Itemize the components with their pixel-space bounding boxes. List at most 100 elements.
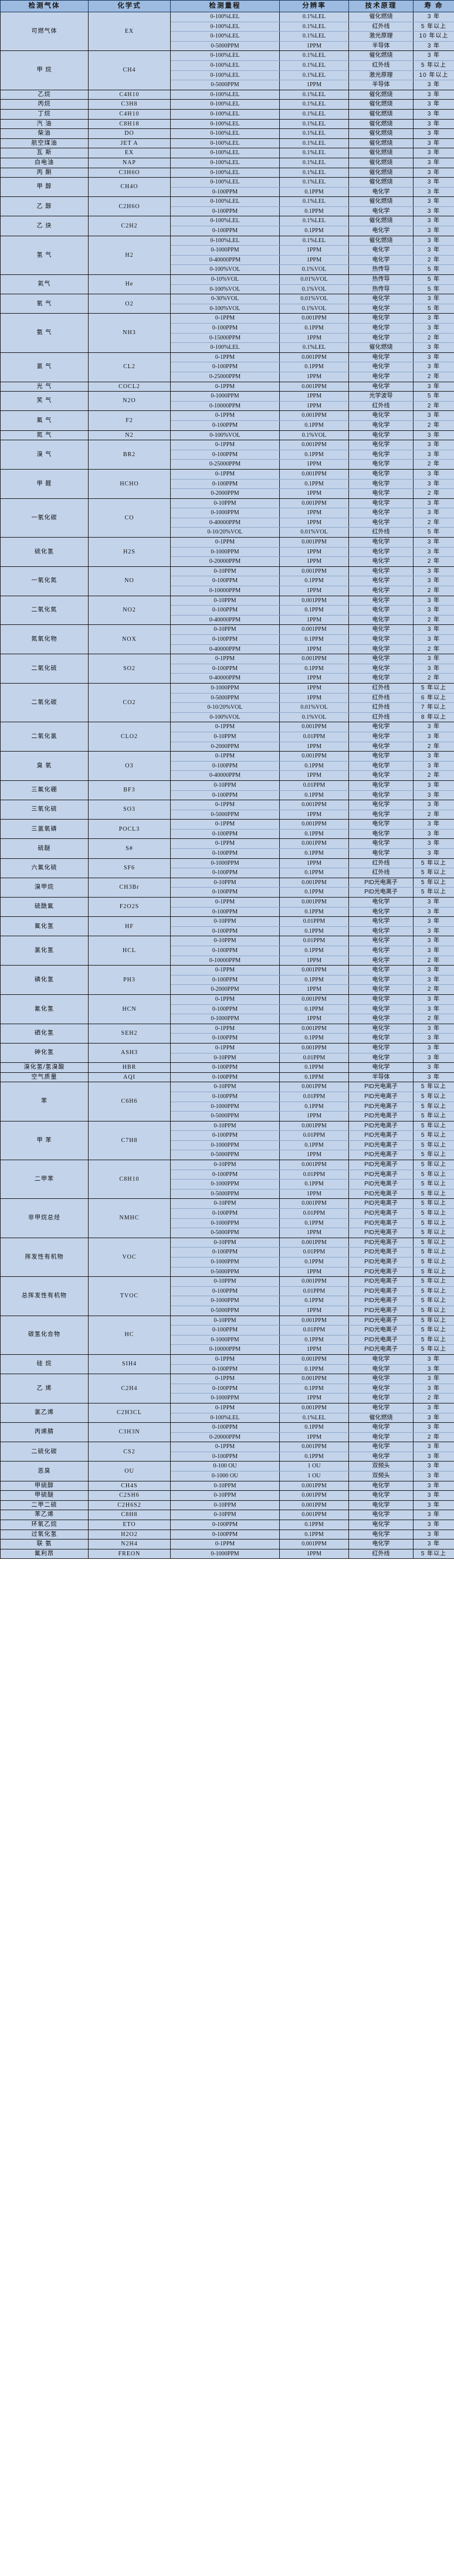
table-row: 0-10000PPM 1PPM PID光电离子 5 年以上 (1, 1344, 454, 1355)
lifespan-cell: 2 年 (413, 955, 454, 966)
resolution-cell: 0.1%LEL (279, 1412, 349, 1423)
gas-name-cell: 三氯氧磷 (0, 819, 89, 840)
range-cell: 0-40000PPM (170, 673, 280, 684)
resolution-cell: 0.001PPM (279, 1480, 349, 1491)
range-cell: 0-100PPM (170, 1529, 280, 1540)
range-cell: 0-1000PPM (170, 1218, 280, 1229)
technology-cell: 电化学 (348, 819, 414, 830)
technology-cell: PID光电离子 (348, 1198, 414, 1209)
resolution-cell: 0.1PPM (279, 848, 349, 859)
lifespan-cell: 3 年 (413, 546, 454, 558)
lifespan-cell: 5 年以上 (413, 1305, 454, 1316)
lifespan-cell: 5 年以上 (413, 887, 454, 898)
chemical-formula-cell: DO (88, 128, 171, 139)
table-row: 三氯氧磷 POCL3 0-1PPM 0.001PPM 电化学 3 年 (0, 819, 454, 840)
table-row: 0-20000PPM 1PPM 电化学 2 年 (1, 1432, 454, 1443)
technology-cell: 红外线 (348, 1548, 414, 1559)
lifespan-cell: 2 年 (413, 420, 454, 431)
range-cell: 0-100PPM (170, 1130, 280, 1141)
technology-cell: 催化燃烧 (348, 118, 414, 130)
chemical-formula-cell: C2H6S2 (88, 1500, 171, 1511)
lifespan-cell: 3 年 (413, 946, 454, 956)
resolution-cell: 0.001PPM (279, 1315, 349, 1326)
range-cell: 0-1000PPM (170, 1548, 280, 1559)
chemical-formula-cell: C2SH6 (88, 1490, 171, 1501)
table-row: 甲 苯 C7H8 0-10PPM 0.001PPM PID光电离子 5 年以上 (0, 1120, 454, 1161)
range-cell: 0-10PPM (170, 1490, 280, 1501)
resolution-cell: 0.01PPM (279, 936, 349, 946)
technology-cell: 电化学 (348, 1014, 414, 1024)
table-row: 乙烷 C4H10 0-100%LEL 0.1%LEL 催化燃烧 3 年 (0, 89, 454, 100)
range-cell: 0-1PPM (170, 1354, 280, 1365)
gas-name-cell: 氯乙烯 (0, 1402, 89, 1423)
range-cell: 0-40000PPM (170, 254, 280, 266)
technology-cell: 催化燃烧 (348, 89, 414, 100)
technology-cell: PID光电离子 (348, 1179, 414, 1190)
table-row: 0-1000PPM 0.1PPM PID光电离子 5 年以上 (1, 1296, 454, 1306)
lifespan-cell: 3 年 (413, 294, 454, 304)
technology-cell: PID光电离子 (348, 1218, 414, 1229)
range-cell: 0-100PPM (170, 576, 280, 587)
technology-cell: 电化学 (348, 624, 414, 635)
column-header-lifespan: 寿 命 (413, 0, 454, 12)
table-row: 瓦 斯 EX 0-100%LEL 0.1%LEL 催化燃烧 3 年 (0, 148, 454, 158)
gas-name-cell: 过氧化氢 (0, 1529, 89, 1540)
resolution-cell: 0.1%LEL (279, 12, 349, 22)
lifespan-cell: 3 年 (413, 128, 454, 139)
lifespan-cell: 3 年 (413, 1023, 454, 1034)
range-cell: 0-1PPM (170, 800, 280, 810)
lifespan-cell: 3 年 (413, 1072, 454, 1083)
table-row: 白电油 NAP 0-100%LEL 0.1%LEL 催化燃烧 3 年 (0, 157, 454, 168)
chemical-formula-cell: F2 (88, 410, 171, 431)
resolution-cell: 1PPM (279, 1111, 349, 1122)
lifespan-cell: 5 年以上 (413, 682, 454, 694)
range-cell: 0-1000PPM (170, 1179, 280, 1190)
table-row: 硫化氢 H2S 0-1PPM 0.001PPM 电化学 3 年 (0, 537, 454, 567)
chemical-formula-cell: F2O2S (88, 897, 171, 917)
technology-cell: 半导体 (348, 1072, 414, 1083)
resolution-cell: 0.1PPM (279, 790, 349, 801)
technology-cell: 电化学 (348, 605, 414, 616)
gas-name-cell: 硅 烷 (0, 1354, 89, 1375)
technology-cell: 电化学 (348, 1500, 414, 1511)
resolution-cell: 0.1PPM (279, 1334, 349, 1345)
resolution-cell: 0.001PPM (279, 352, 349, 363)
resolution-cell: 1PPM (279, 488, 349, 499)
table-row: 0-100%LEL 0.1%LEL 激光原理 10 年以上 (1, 31, 454, 42)
technology-cell: PID光电离子 (348, 1101, 414, 1112)
table-row: 0-100PPM 0.1PPM 电化学 3 年 (1, 906, 454, 917)
resolution-cell: 0.01PPM (279, 1325, 349, 1335)
range-cell: 0-100PPM (170, 605, 280, 616)
table-row: 0-100%LEL 0.1%LEL 红外线 5 年以上 (1, 60, 454, 71)
range-cell: 0-10PPM (170, 1082, 280, 1092)
table-row: 二氧化碳 CO2 0-1000PPM 1PPM 红外线 5 年以上 (0, 682, 454, 723)
table-body: 可燃气体 EX 0-100%LEL 0.1%LEL 催化燃烧 3 年 0-100%LEL 0.… (0, 11, 454, 1559)
technology-cell: 催化燃烧 (348, 167, 414, 178)
range-cell: 0-10PPM (170, 1237, 280, 1248)
resolution-cell: 0.001PPM (279, 566, 349, 577)
table-row: 0-1000PPM 0.1PPM PID光电离子 5 年以上 (1, 1101, 454, 1112)
lifespan-cell: 3 年 (413, 654, 454, 664)
column-header-formula: 化学式 (88, 0, 171, 12)
range-cell: 0-100%LEL (170, 31, 280, 42)
lifespan-cell: 3 年 (413, 1539, 454, 1549)
technology-cell: 电化学 (348, 1374, 414, 1384)
chemical-formula-cell: NH3 (88, 313, 171, 353)
technology-cell: 激光原理 (348, 31, 414, 42)
column-header-gas: 检测气体 (0, 0, 89, 12)
resolution-cell: 0.001PPM (279, 1023, 349, 1034)
range-cell: 0-1PPM (170, 994, 280, 1005)
gas-name-cell: 丙烷 (0, 99, 89, 110)
technology-cell: PID光电离子 (348, 887, 414, 898)
technology-cell: 半导体 (348, 80, 414, 90)
table-row: 苯乙烯 C8H8 0-10PPM 0.001PPM 电化学 3 年 (0, 1510, 454, 1521)
table-row: 乙 醇 C2H6O 0-100%LEL 0.1%LEL 催化燃烧 3 年 (0, 196, 454, 217)
technology-cell: PID光电离子 (348, 1315, 414, 1326)
resolution-cell: 0.001PPM (279, 468, 349, 480)
table-row: 0-2000PPM 1PPM 电化学 2 年 (1, 741, 454, 752)
table-row: 0-40000PPM 1PPM 电化学 2 年 (1, 673, 454, 684)
lifespan-cell: 2 年 (413, 1393, 454, 1403)
range-cell: 0-100PPM (170, 1451, 280, 1462)
range-cell: 0-100PPM (170, 663, 280, 674)
lifespan-cell: 2 年 (413, 371, 454, 382)
